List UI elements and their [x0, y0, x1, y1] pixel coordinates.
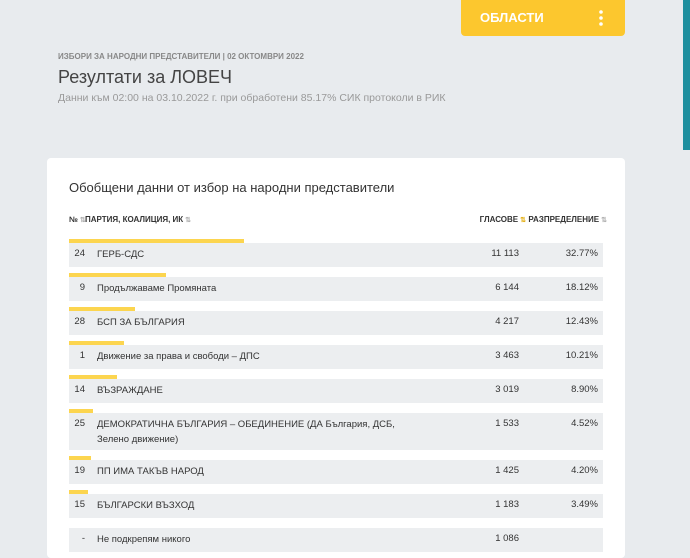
- result-row: 25 ДЕМОКРАТИЧНА БЪЛГАРИЯ – ОБЕДИНЕНИЕ (ДА…: [69, 413, 603, 450]
- page-title: Резултати за ЛОВЕЧ: [58, 67, 233, 87]
- regions-button[interactable]: ОБЛАСТИ: [461, 0, 625, 36]
- party-number: -: [81, 533, 85, 544]
- party-name: ГЕРБ-СДС: [97, 249, 145, 260]
- party-name: Продължаваме Промяната: [97, 283, 217, 294]
- share: 32.77%: [565, 248, 598, 259]
- share: 18.12%: [565, 282, 598, 293]
- share-bar: [69, 273, 166, 277]
- party-name: ВЪЗРАЖДАНЕ: [97, 385, 163, 396]
- party-number: 15: [74, 499, 85, 510]
- votes: 3 019: [495, 384, 519, 395]
- card-title: Обобщени данни от избор на народни предс…: [69, 180, 395, 195]
- result-row: 24 ГЕРБ-СДС 11 113 32.77%: [69, 243, 603, 267]
- result-row: 28 БСП ЗА БЪЛГАРИЯ 4 217 12.43%: [69, 311, 603, 335]
- party-number: 14: [74, 384, 85, 395]
- share: 4.52%: [571, 418, 598, 429]
- kicker: ИЗБОРИ ЗА НАРОДНИ ПРЕДСТАВИТЕЛИ | 02 ОКТ…: [58, 52, 304, 61]
- votes: 3 463: [495, 350, 519, 361]
- share: 10.21%: [565, 350, 598, 361]
- votes: 11 113: [491, 248, 519, 259]
- share-bar: [69, 490, 88, 494]
- result-row: 14 ВЪЗРАЖДАНЕ 3 019 8.90%: [69, 379, 603, 403]
- party-number: 9: [79, 282, 85, 293]
- share-bar: [69, 456, 92, 460]
- sort-icon: ⇅: [185, 217, 192, 224]
- party-number: 28: [74, 316, 85, 327]
- result-row: 1 Движение за права и свободи – ДПС 3 463 1…: [69, 345, 603, 369]
- share: 12.43%: [565, 316, 598, 327]
- results-card: Обобщени данни от избор на народни предс…: [47, 158, 625, 558]
- result-row: - Не подкрепям никого 1 086: [69, 528, 603, 552]
- party-name: ПП ИМА ТАКЪВ НАРОД: [97, 466, 204, 477]
- share-bar: [69, 409, 94, 413]
- column-label: №: [69, 215, 78, 224]
- column-label: ПАРТИЯ, КОАЛИЦИЯ, ИК: [85, 215, 184, 224]
- party-name: БСП ЗА БЪЛГАРИЯ: [97, 317, 185, 328]
- subtitle: Данни към 02:00 на 03.10.2022 г. при обр…: [58, 92, 446, 104]
- sort-icon: ⇅: [520, 217, 526, 224]
- party-number: 24: [74, 248, 85, 259]
- column-label: ГЛАСОВЕ: [479, 215, 519, 224]
- votes: 6 144: [495, 282, 519, 293]
- party-number: 19: [74, 465, 85, 476]
- party-name: ДЕМОКРАТИЧНА БЪЛГАРИЯ – ОБЕДИНЕНИЕ (ДА Б…: [97, 419, 395, 445]
- party-name: Движение за права и свободи – ДПС: [97, 351, 260, 362]
- votes: 1 533: [495, 418, 519, 429]
- column-label: РАЗПРЕДЕЛЕНИЕ: [528, 215, 600, 224]
- party-number: 1: [79, 350, 85, 361]
- votes: 1 086: [495, 533, 519, 544]
- share-bar: [69, 341, 124, 345]
- share-bar: [69, 307, 136, 311]
- col-party[interactable]: ПАРТИЯ, КОАЛИЦИЯ, ИК ⇅: [85, 215, 191, 224]
- result-row: 15 БЪЛГАРСКИ ВЪЗХОД 1 183 3.49%: [69, 494, 603, 518]
- votes: 4 217: [495, 316, 519, 327]
- share: 4.20%: [571, 465, 598, 476]
- party-name: Не подкрепям никого: [97, 534, 191, 545]
- result-row: 19 ПП ИМА ТАКЪВ НАРОД 1 425 4.20%: [69, 460, 603, 484]
- result-row: 9 Продължаваме Промяната 6 144 18.12%: [69, 277, 603, 301]
- col-share[interactable]: РАЗПРЕДЕЛЕНИЕ ⇅: [528, 215, 607, 224]
- party-name: БЪЛГАРСКИ ВЪЗХОД: [97, 500, 195, 511]
- button-label: ОБЛАСТИ: [480, 10, 544, 25]
- side-strip: [683, 0, 690, 150]
- party-number: 25: [74, 418, 85, 429]
- sort-icon: ⇅: [601, 217, 607, 224]
- menu-icon: [599, 10, 603, 26]
- votes: 1 183: [495, 499, 519, 510]
- col-votes[interactable]: ГЛАСОВЕ ⇅: [480, 215, 526, 224]
- col-number[interactable]: № ⇅: [69, 215, 86, 224]
- sort-icon: ⇅: [79, 217, 86, 224]
- share-bar: [69, 239, 244, 243]
- votes: 1 425: [495, 465, 519, 476]
- share: 3.49%: [571, 499, 598, 510]
- share-bar: [69, 375, 117, 379]
- share: 8.90%: [571, 384, 598, 395]
